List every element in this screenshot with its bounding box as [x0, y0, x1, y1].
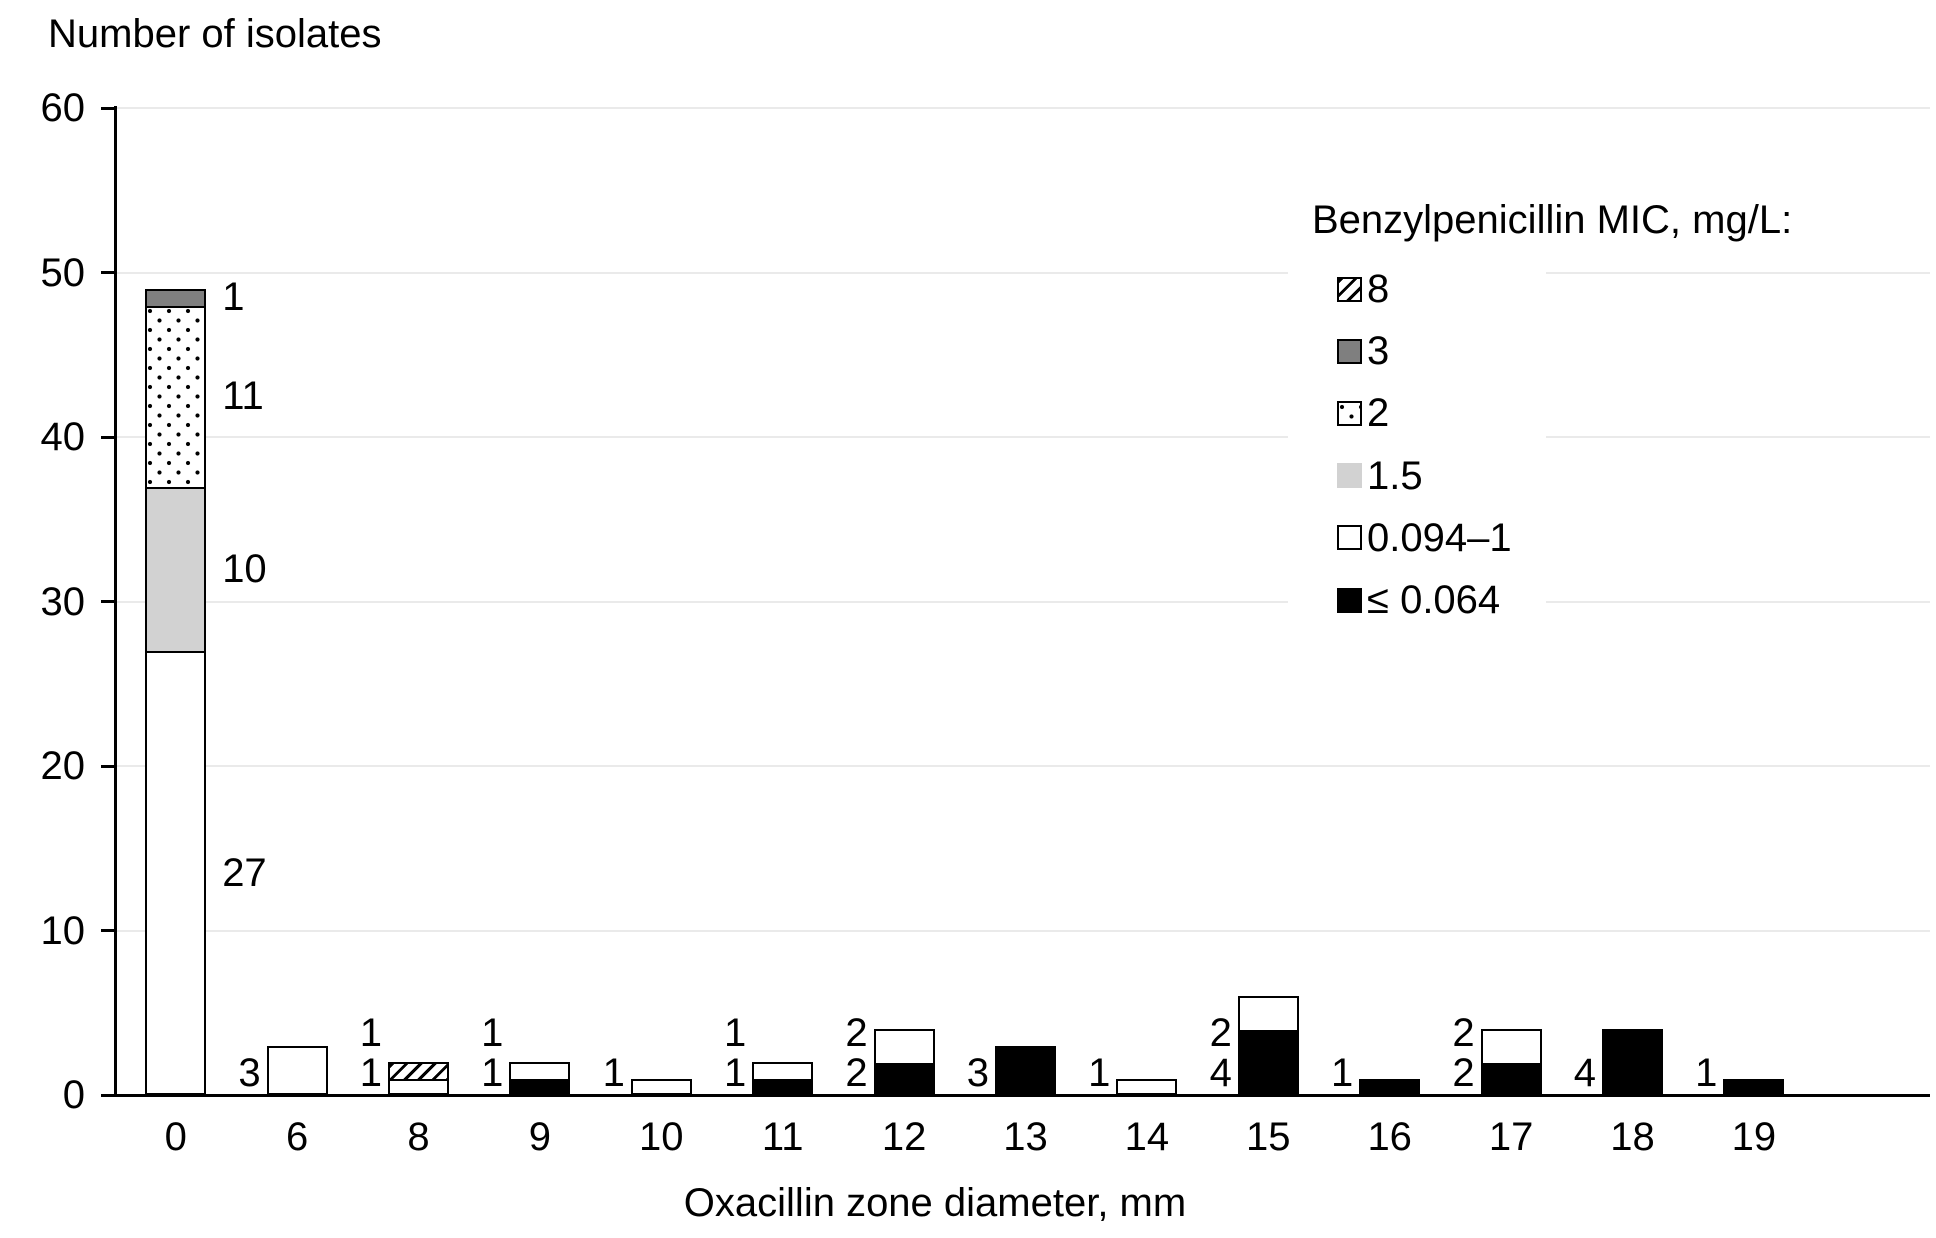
- legend-item-label-5: 0.094–1: [1367, 515, 1512, 560]
- value-label-19-black: 1: [1695, 1051, 1718, 1095]
- value-label-9-black: 1: [481, 1051, 504, 1095]
- y-tick-60: [101, 106, 114, 110]
- value-label-16-black: 1: [1330, 1051, 1354, 1095]
- legend-item-label-2: 3: [1367, 329, 1390, 374]
- x-tick-label-9: 9: [528, 1115, 552, 1159]
- value-label-6-white: 3: [238, 1051, 261, 1095]
- x-tick-label-11: 11: [761, 1115, 804, 1159]
- y-tick-label-20: 20: [40, 744, 86, 788]
- x-tick-label-15: 15: [1246, 1115, 1291, 1159]
- bar-10-segment-mic-white: [630, 1078, 692, 1095]
- bar-15-segment-mic-white: [1237, 996, 1299, 1032]
- gridline-y40: [115, 436, 1930, 438]
- value-label-13-black: 3: [966, 1051, 989, 1095]
- x-tick-label-0: 0: [164, 1115, 187, 1159]
- value-label-17-white: 2: [1452, 1011, 1475, 1055]
- x-tick-label-18: 18: [1610, 1115, 1655, 1159]
- x-axis-line: [114, 1094, 1930, 1097]
- bar-13-segment-mic-black: [995, 1045, 1056, 1095]
- value-label-18-black: 4: [1573, 1051, 1596, 1095]
- bar-11-segment-mic-white: [752, 1062, 814, 1082]
- value-label-15-black: 4: [1209, 1051, 1232, 1095]
- legend-item-label-1: 8: [1367, 267, 1390, 311]
- legend-swatch-white: [1337, 525, 1362, 551]
- y-tick-20: [101, 764, 114, 768]
- y-tick-label-0: 0: [62, 1073, 85, 1117]
- y-axis-line: [114, 106, 117, 1097]
- gridline-y10: [115, 929, 1930, 932]
- legend-item-label-4: 1.5: [1367, 453, 1423, 498]
- legend-item-label-6: ≤ 0.064: [1367, 578, 1501, 622]
- bar-12-segment-mic-white: [873, 1029, 935, 1065]
- legend-swatch-black: [1337, 587, 1362, 613]
- value-label-14-white: 1: [1088, 1051, 1111, 1095]
- y-tick-label-60: 60: [40, 86, 86, 130]
- value-label-15-white: 2: [1209, 1011, 1232, 1055]
- legend-background: [1288, 250, 1546, 630]
- y-tick-40: [101, 435, 114, 439]
- value-label-12-white: 2: [845, 1011, 868, 1055]
- bar-14-segment-mic-white: [1116, 1078, 1178, 1095]
- legend-swatch-darkgray: [1337, 338, 1362, 364]
- value-label-0-darkgray: 1: [222, 275, 245, 320]
- bar-16-segment-mic-black: [1359, 1078, 1421, 1095]
- x-tick-label-19: 19: [1731, 1115, 1777, 1159]
- bar-8-segment-mic-hatch: [388, 1062, 449, 1082]
- bar-6-segment-mic-white: [266, 1045, 328, 1095]
- bar-0-segment-mic-dotted: [145, 305, 207, 489]
- bar-0-segment-mic-darkgray: [145, 288, 207, 308]
- gridline-y20: [115, 765, 1930, 767]
- x-tick-label-14: 14: [1124, 1115, 1170, 1159]
- value-label-8-hatch: 1: [359, 1011, 382, 1055]
- gridline-y30: [115, 600, 1930, 603]
- value-label-0-dotted: 11: [222, 373, 264, 418]
- y-tick-50: [101, 271, 114, 274]
- value-label-9-white: 1: [481, 1011, 504, 1055]
- bar-18-segment-mic-black: [1602, 1029, 1663, 1095]
- value-label-17-black: 2: [1452, 1051, 1475, 1095]
- value-label-11-black: 1: [723, 1051, 747, 1095]
- legend-swatch-dotted: [1337, 400, 1362, 426]
- y-tick-label-10: 10: [40, 908, 86, 953]
- y-tick-30: [101, 600, 114, 603]
- value-label-12-black: 2: [845, 1051, 868, 1095]
- x-tick-label-17: 17: [1488, 1115, 1534, 1159]
- y-tick-0: [101, 1093, 114, 1097]
- x-tick-label-12: 12: [881, 1115, 927, 1159]
- legend-item-label-3: 2: [1367, 391, 1390, 436]
- y-tick-label-50: 50: [40, 250, 86, 295]
- x-tick-label-6: 6: [285, 1115, 309, 1159]
- x-tick-label-8: 8: [407, 1115, 430, 1159]
- x-axis-title: Oxacillin zone diameter, mm: [683, 1181, 1187, 1225]
- bar-9-segment-mic-white: [509, 1062, 571, 1082]
- bar-17-segment-mic-white: [1480, 1029, 1542, 1065]
- gridline-y50: [115, 271, 1930, 274]
- bar-12-segment-mic-black: [873, 1062, 935, 1095]
- y-axis-title: Number of isolates: [48, 12, 382, 56]
- legend-title: Benzylpenicillin MIC, mg/L:: [1312, 198, 1793, 242]
- bar-0-segment-mic-white: [145, 650, 207, 1095]
- bar-19-segment-mic-black: [1723, 1078, 1785, 1095]
- y-tick-label-40: 40: [40, 415, 86, 459]
- x-tick-label-13: 13: [1003, 1115, 1048, 1159]
- value-label-8-white: 1: [359, 1051, 382, 1095]
- value-label-0-lightgray: 10: [222, 546, 267, 591]
- legend-swatch-lightgray: [1337, 463, 1362, 489]
- y-tick-10: [101, 929, 114, 932]
- legend-swatch-hatch: [1337, 276, 1362, 302]
- y-tick-label-30: 30: [40, 579, 86, 624]
- value-label-0-white: 27: [222, 850, 267, 895]
- value-label-11-white: 1: [723, 1011, 747, 1055]
- bar-0-segment-mic-lightgray: [145, 486, 207, 654]
- x-tick-label-16: 16: [1367, 1115, 1412, 1159]
- bar-15-segment-mic-black: [1237, 1029, 1299, 1095]
- x-tick-label-10: 10: [639, 1115, 684, 1159]
- value-label-10-white: 1: [602, 1051, 625, 1095]
- bar-17-segment-mic-black: [1480, 1062, 1542, 1095]
- gridline-y60: [115, 107, 1930, 109]
